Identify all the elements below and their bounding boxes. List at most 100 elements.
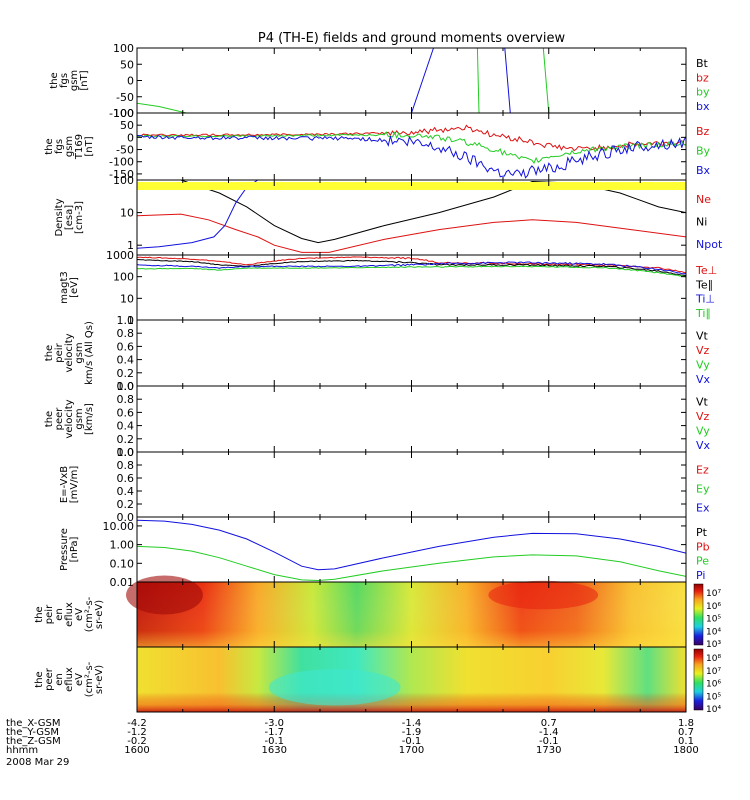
spectrogram-blob <box>126 575 203 615</box>
colorbar-label: 10⁶ <box>706 680 721 690</box>
y-axis-label: magt3 <box>59 271 70 304</box>
colorbar-espec <box>693 648 704 711</box>
y-axis-label: fgs <box>59 73 70 88</box>
y-axis-label: [eV] <box>69 277 80 298</box>
y-axis-label: (cm²-s- <box>84 661 95 697</box>
y-axis-label: peir <box>44 604 55 624</box>
y-axis-label: [nT] <box>79 70 90 90</box>
panel-frame <box>136 47 687 114</box>
y-tick-label: 0.8 <box>117 327 135 340</box>
spectrogram-overlay-ispec <box>137 582 686 647</box>
y-axis-label: the <box>44 345 55 361</box>
legend-entry: Ne <box>696 193 711 206</box>
y-tick-label: 0 <box>127 75 134 88</box>
y-axis-label: gsm <box>69 70 80 91</box>
legend-entry: Vz <box>696 410 710 423</box>
legend-entry: Pe <box>696 555 709 568</box>
y-axis-label: velocity <box>64 399 75 438</box>
series-Ne <box>137 213 686 253</box>
footer-row-label: the_Z-GSM <box>6 736 61 747</box>
footer-value: 1700 <box>399 745 424 756</box>
y-tick-label: 100 <box>113 42 134 55</box>
series-group <box>137 180 686 253</box>
colorbar-label: 10⁸ <box>706 654 721 664</box>
footer-value: -0.1 <box>402 736 422 747</box>
y-tick-label: 1.0 <box>117 380 135 393</box>
footer-value: 1800 <box>673 745 698 756</box>
colorbar-label: 10⁵ <box>706 692 721 702</box>
footer-value: -1.2 <box>127 727 147 738</box>
footer-value: 1.8 <box>678 718 694 729</box>
y-axis-label: (cm²-s- <box>84 596 95 632</box>
footer-row-label: the_X-GSM <box>6 718 60 729</box>
y-tick-label: 1.0 <box>117 314 135 327</box>
y-axis-label: the <box>49 72 60 88</box>
colorbar-label: 10³ <box>706 640 721 650</box>
series-By <box>137 131 686 164</box>
footer-value: -0.1 <box>539 736 559 747</box>
y-axis-label: peer <box>54 407 65 431</box>
legend-entry: Vx <box>696 373 711 386</box>
footer-value: -4.2 <box>127 718 147 729</box>
y-axis-label: eV <box>74 673 85 686</box>
panel-density: 100 10 1 Ne Ni Npot Density [esa] [cm-3] <box>54 174 723 256</box>
y-tick-label: -50 <box>116 91 134 104</box>
y-axis-label: [esa] <box>64 205 75 230</box>
y-tick-label: 1 <box>127 314 134 327</box>
series-by <box>476 48 480 113</box>
colorbar-label: 10⁵ <box>706 615 721 625</box>
y-tick-label: 1.00 <box>110 539 135 552</box>
y-axis-label: sr-eV) <box>94 600 105 629</box>
y-axis-label: eflux <box>64 602 75 627</box>
colorbar-label: 10⁴ <box>706 705 721 715</box>
y-axis-label: [cm-3] <box>74 201 85 234</box>
y-axis-label: en <box>54 673 65 686</box>
y-axis-label: the <box>34 606 45 622</box>
y-tick-label: 0.0 <box>117 511 135 524</box>
y-axis-label: km/s (All Qs) <box>84 321 95 385</box>
y-axis-label: T169 <box>74 134 85 160</box>
series-Npot <box>137 180 259 249</box>
spectrogram-overlay-espec <box>137 647 686 712</box>
y-axis-label: Density <box>54 198 65 236</box>
y-axis-label: fgs <box>54 139 65 154</box>
y-tick-label: 0.6 <box>117 406 135 419</box>
y-axis-label: velocity <box>64 333 75 372</box>
y-tick-label: 100 <box>113 107 134 120</box>
y-tick-label: 0.10 <box>110 557 135 570</box>
y-tick-label: 0.6 <box>117 340 135 353</box>
y-tick-label: 0.0 <box>117 446 135 459</box>
series-bx <box>504 48 511 113</box>
y-tick-label: 0.8 <box>117 393 135 406</box>
y-tick-label: 0.2 <box>117 433 135 446</box>
series-Bz <box>137 124 686 152</box>
y-axis-label: [mV/m] <box>69 466 80 504</box>
footer-row-label: the_Y-GSM <box>6 727 59 738</box>
colorbar-ispec <box>693 583 704 646</box>
y-axis-label: eV <box>74 608 85 621</box>
y-axis-label: [nPa] <box>69 536 80 562</box>
y-tick-label: 0.6 <box>117 472 135 485</box>
legend-entry: Npot <box>696 238 723 251</box>
legend-entry: Vt <box>696 395 709 408</box>
legend-entry: Vt <box>696 329 709 342</box>
y-axis-label: eflux <box>64 667 75 692</box>
y-axis-label: the <box>44 411 55 427</box>
y-tick-label: 100 <box>113 271 134 284</box>
legend-entry: Bt <box>696 57 709 70</box>
footer-value: 1630 <box>262 745 287 756</box>
footer-value: -0.2 <box>127 736 147 747</box>
y-axis-label: en <box>54 608 65 621</box>
y-axis-label: gsm <box>74 408 85 429</box>
y-tick-label: -150 <box>109 168 134 181</box>
colorbar-label: 10⁷ <box>706 667 721 677</box>
legend-entry: Ex <box>696 502 710 515</box>
y-tick-label: 100 <box>113 174 134 187</box>
series-Ti∥ <box>137 265 686 278</box>
